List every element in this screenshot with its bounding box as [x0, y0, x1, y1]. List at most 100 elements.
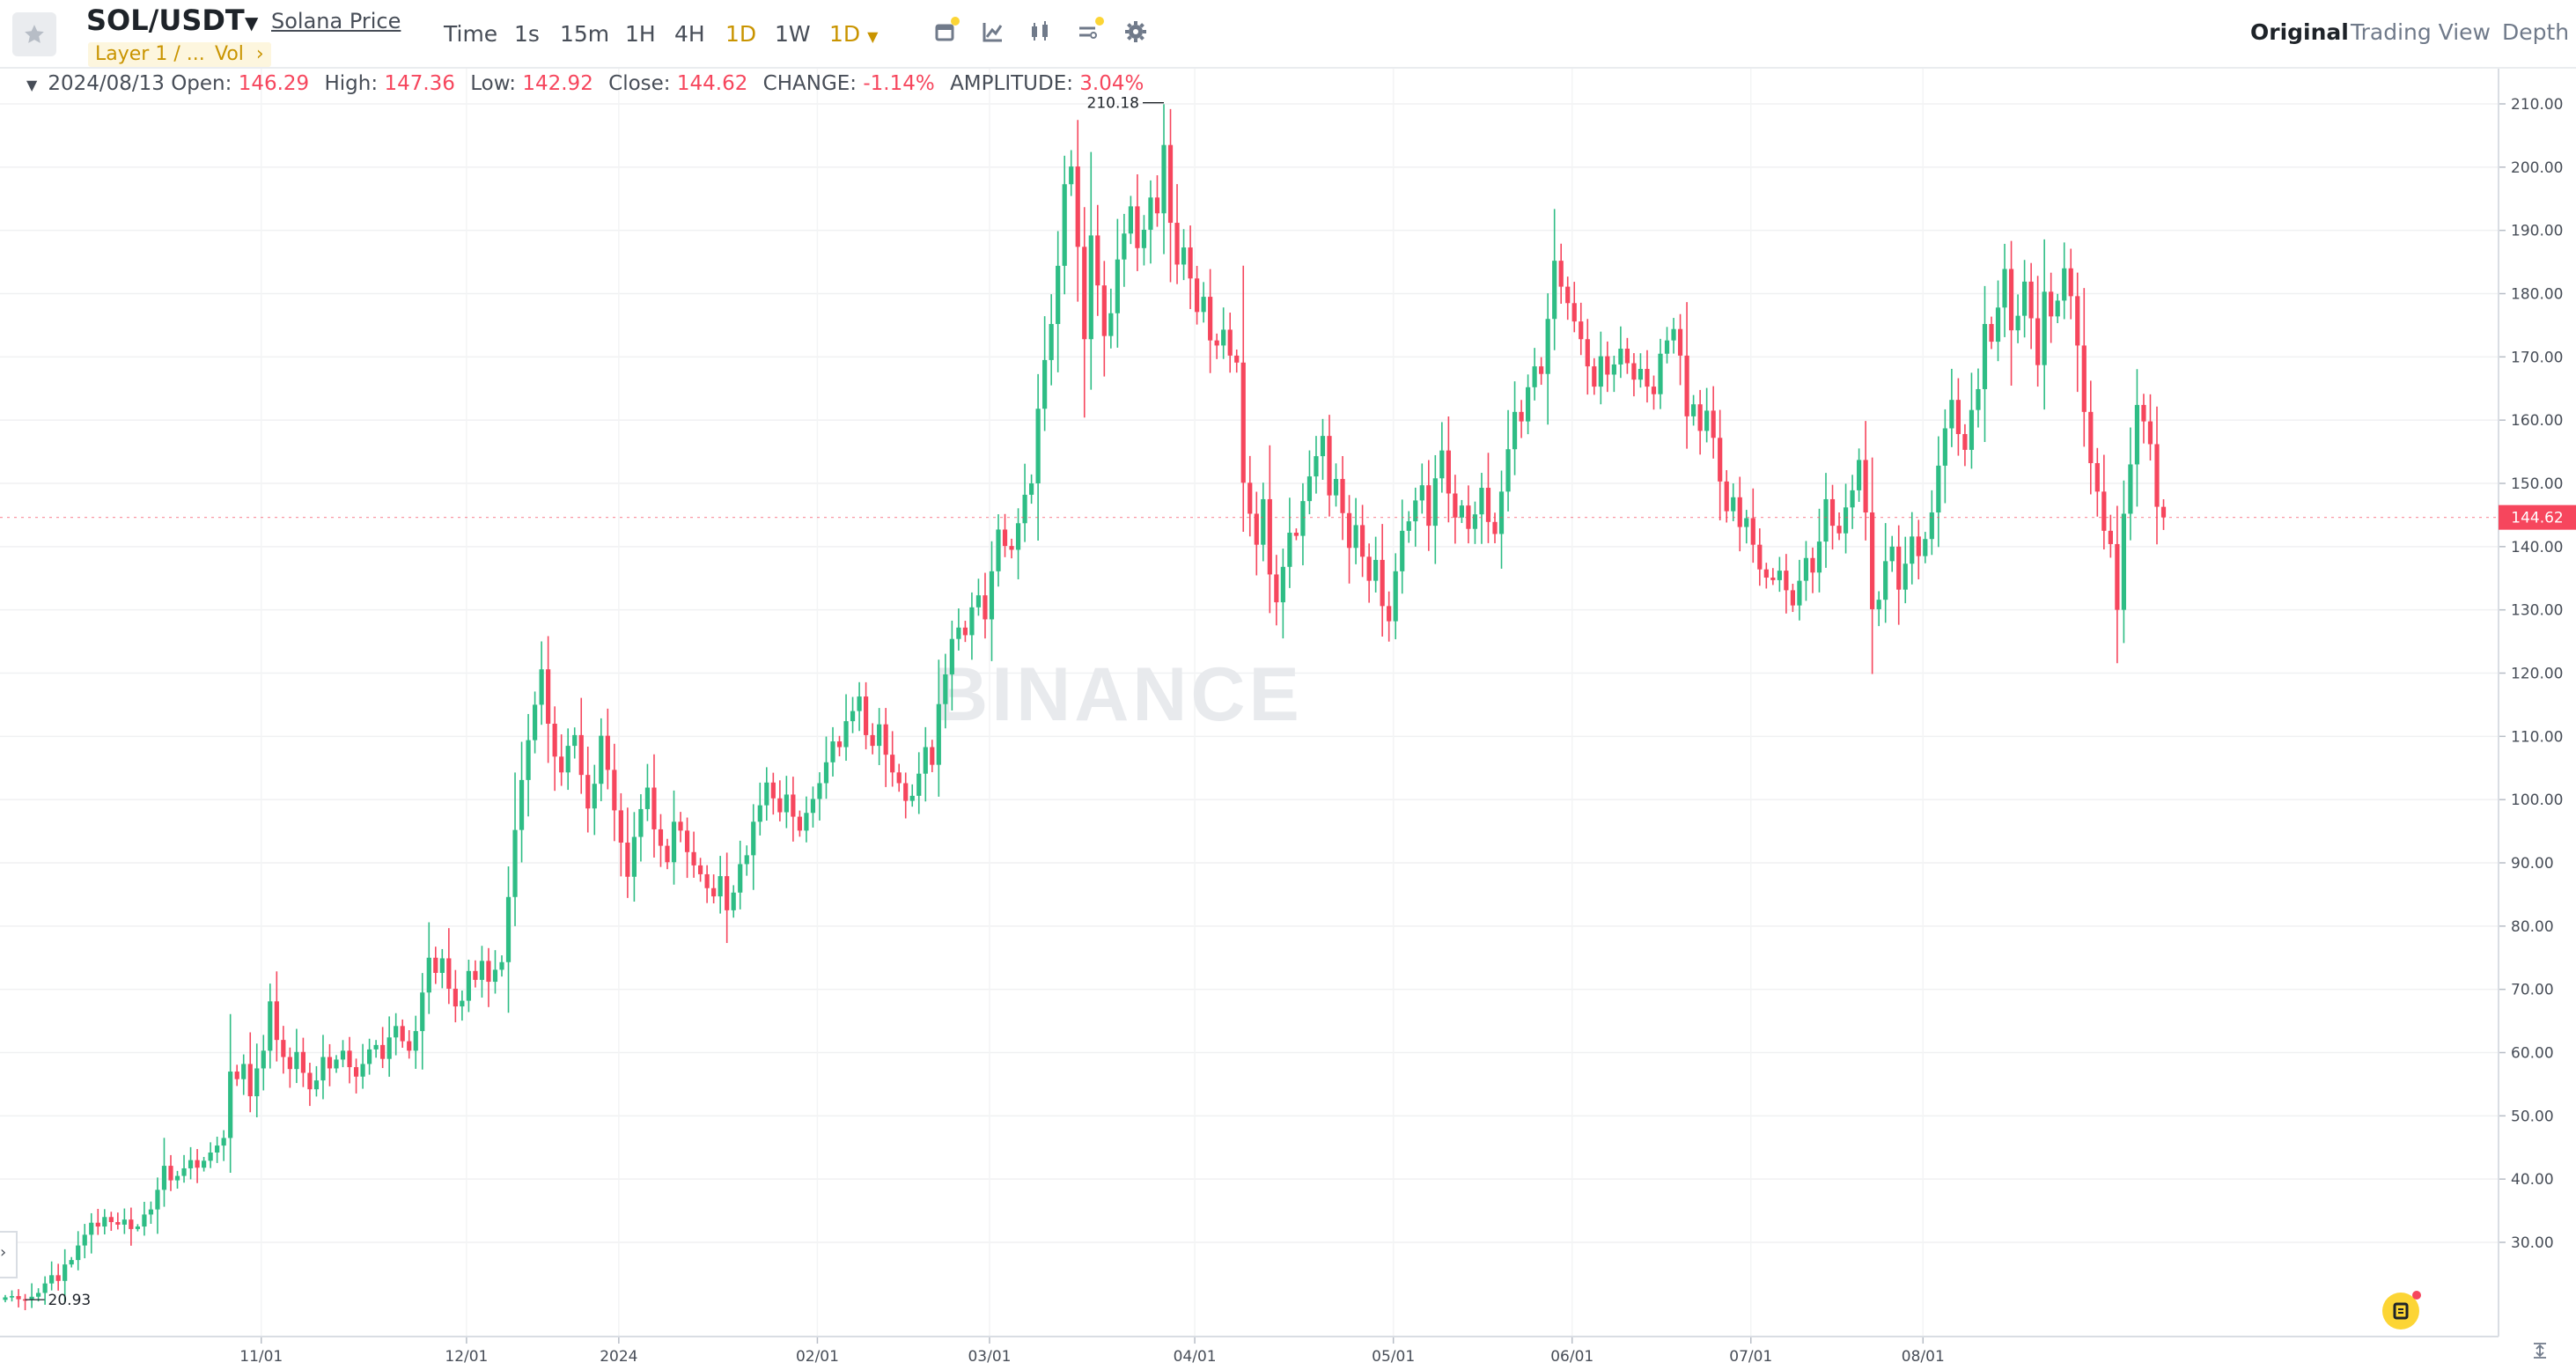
candle-body [1320, 436, 1326, 457]
high-value: 147.36 [384, 72, 455, 95]
low-label: Low: [470, 72, 517, 95]
candle-body [1763, 569, 1769, 578]
view-original[interactable]: Original [2250, 19, 2349, 45]
candle-body [135, 1226, 140, 1229]
collapse-caret-icon[interactable]: ▼ [26, 77, 38, 93]
timeframe-dropdown[interactable]: 1D ▼ [829, 21, 879, 47]
gear-icon[interactable] [1120, 16, 1152, 48]
candle-body [1677, 328, 1683, 356]
view-trading-view[interactable]: Trading View [2351, 19, 2491, 45]
candle-body [2108, 530, 2113, 544]
amplitude-value: 3.04% [1079, 72, 1144, 95]
timeframe-15m[interactable]: 15m [560, 21, 610, 47]
candle-body [313, 1080, 320, 1090]
candle-body [651, 787, 657, 829]
chart-settings-icon[interactable] [1072, 16, 1104, 48]
candle-body [949, 638, 954, 674]
candle-body [453, 988, 458, 1007]
candle-body [975, 595, 982, 608]
candle-body [943, 674, 948, 704]
timeframe-4h[interactable]: 4H [674, 21, 705, 47]
candle-body [1167, 144, 1174, 224]
candle-body [1062, 184, 1067, 266]
candle-body [1432, 478, 1438, 527]
candle-body [691, 851, 696, 865]
candle-body [347, 1050, 352, 1068]
candle-body [505, 896, 512, 962]
candle-body [2081, 345, 2087, 412]
candle-body [1916, 536, 1921, 556]
calendar-icon[interactable] [930, 16, 961, 48]
y-tick-label: 130.00 [2511, 602, 2563, 620]
candle-body [903, 783, 909, 801]
timeframe-1w[interactable]: 1W [775, 21, 811, 47]
candle-body [830, 741, 835, 762]
candle-body [3, 1297, 8, 1300]
candle-body [1366, 556, 1372, 581]
candle-body [599, 735, 604, 784]
candle-body [1770, 578, 1776, 580]
timeframe-1d[interactable]: 1D [725, 21, 757, 47]
candle-body [1479, 488, 1484, 515]
candle-body [1624, 348, 1630, 364]
candle-body [665, 845, 670, 863]
candle-type-icon[interactable] [1025, 16, 1056, 48]
candle-body [413, 1031, 418, 1051]
candle-body [1088, 235, 1093, 340]
price-chart[interactable]: BINANCE 30.00 40.00 50.00 60.00 70.00 80.00 90… [0, 67, 2576, 1370]
candle-body [181, 1167, 187, 1176]
candle-body [479, 961, 485, 980]
candle-body [1995, 307, 2001, 342]
candle-body [1128, 206, 1133, 234]
candle-body [254, 1068, 260, 1097]
candle-body [592, 784, 597, 809]
candle-body [294, 1051, 299, 1070]
axis-reset-icon[interactable] [2534, 1343, 2546, 1359]
candle-body [142, 1214, 147, 1227]
candle-body [1611, 364, 1616, 375]
candle-body [725, 876, 730, 910]
candle-body [1208, 297, 1213, 341]
notification-dot [2412, 1291, 2421, 1300]
candle-body [1472, 514, 1478, 529]
favorite-star-button[interactable] [12, 12, 56, 56]
candle-body [1605, 356, 1610, 375]
sector-tag[interactable]: Layer 1 / ... [88, 42, 212, 67]
view-depth[interactable]: Depth [2502, 19, 2570, 45]
candle-body [1439, 450, 1445, 479]
candle-body [1446, 450, 1451, 494]
candle-body [1214, 340, 1219, 346]
candle-body [1293, 533, 1299, 536]
vol-tag[interactable]: Vol › [208, 42, 271, 67]
candle-body [2141, 404, 2146, 422]
candle-body [757, 805, 762, 822]
candle-body [433, 957, 438, 973]
candle-body [1565, 286, 1571, 304]
sidebar-expand-icon[interactable]: › [0, 1231, 18, 1278]
last-price-label: 144.62 [2511, 510, 2563, 527]
candle-body [426, 957, 431, 993]
timeframe-1h[interactable]: 1H [625, 21, 656, 47]
candle-body [1082, 247, 1087, 340]
y-tick-label: 160.00 [2511, 412, 2563, 430]
candle-body [989, 571, 995, 620]
candle-body [533, 704, 538, 740]
candle-body [923, 747, 928, 774]
candle-body [1135, 206, 1140, 248]
candle-body [1314, 456, 1319, 477]
pair-symbol[interactable]: SOL/USDT [86, 4, 245, 37]
candle-body [55, 1275, 61, 1281]
timeframe-time[interactable]: Time [444, 21, 498, 47]
candle-body [896, 772, 902, 784]
candle-body [2022, 281, 2028, 316]
candle-body [115, 1222, 121, 1225]
chart-header: SOL/USDT ▼ Solana Price Layer 1 / ... Vo… [0, 0, 2576, 69]
candle-body [1400, 530, 1405, 571]
timeframe-1s[interactable]: 1s [514, 21, 540, 47]
news-float-button[interactable] [2382, 1291, 2421, 1329]
candle-body [916, 773, 922, 796]
price-link[interactable]: Solana Price [271, 9, 401, 33]
pair-dropdown-icon[interactable]: ▼ [245, 12, 259, 33]
candle-body [1539, 366, 1544, 374]
indicator-icon[interactable] [977, 16, 1009, 48]
